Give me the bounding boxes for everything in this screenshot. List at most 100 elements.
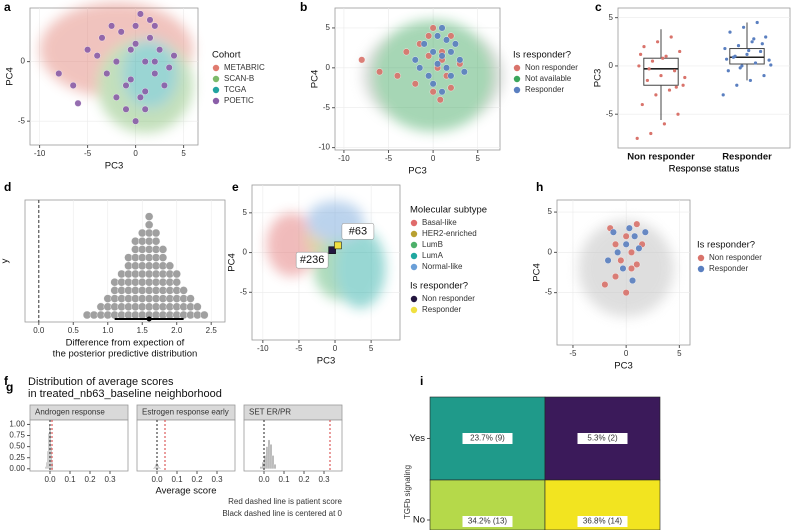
- point: [738, 66, 742, 70]
- point: [664, 54, 668, 58]
- point: [98, 34, 106, 42]
- x-tick-label: -10: [338, 154, 350, 163]
- point: [429, 24, 437, 32]
- point: [425, 52, 433, 60]
- dot: [151, 228, 161, 238]
- point: [726, 69, 730, 73]
- legend-key: [410, 241, 418, 249]
- legend-key: [410, 263, 418, 271]
- point: [601, 281, 609, 289]
- dot: [158, 253, 168, 262]
- y-tick-label: 0: [609, 61, 614, 70]
- point: [662, 122, 667, 126]
- legend-label: METABRIC: [224, 63, 265, 72]
- dot: [151, 236, 161, 246]
- note: Black dashed line is centered at 0: [222, 509, 342, 518]
- histogram-bar: [269, 444, 273, 469]
- legend-title: Cohort: [212, 50, 241, 61]
- histogram-bar: [267, 439, 271, 469]
- legend-label: Responder: [709, 264, 748, 273]
- x-tick-label: 0.0: [258, 475, 270, 484]
- dot: [186, 294, 195, 303]
- legend-label: Not available: [525, 74, 572, 83]
- point: [136, 10, 144, 18]
- legend-key: [212, 86, 220, 94]
- legend-label: Non responder: [709, 253, 762, 262]
- point: [614, 248, 622, 256]
- panel-label: g: [6, 380, 13, 394]
- y-tick-label: 0.75: [9, 431, 25, 440]
- point: [645, 78, 650, 83]
- dot: [200, 310, 209, 320]
- point: [146, 16, 154, 24]
- point: [639, 52, 643, 56]
- point: [136, 93, 144, 101]
- legend-label: LumB: [422, 240, 443, 249]
- point: [764, 35, 768, 39]
- point: [640, 102, 644, 107]
- legend-key: [513, 64, 521, 72]
- point: [629, 277, 637, 285]
- point: [617, 256, 625, 264]
- point: [609, 228, 617, 236]
- point-clouds: [361, 19, 505, 132]
- histogram-bar: [46, 450, 49, 469]
- x-tick-label: 5: [677, 349, 682, 358]
- x-tick-label: -10: [257, 344, 269, 353]
- x-tick-label: Non responder: [627, 152, 695, 163]
- annotation-box: [295, 251, 329, 269]
- y-axis-label: PC3: [593, 69, 604, 87]
- point: [622, 232, 630, 240]
- box: [643, 57, 679, 86]
- x-tick-label: 0: [333, 344, 338, 353]
- panel-label: b: [300, 0, 307, 14]
- point: [425, 32, 433, 40]
- point: [141, 58, 149, 66]
- y-tick-label: 0.25: [9, 453, 25, 462]
- point: [55, 70, 63, 78]
- x-tick-label: 0.2: [191, 475, 203, 484]
- box: [729, 48, 765, 65]
- strip-label: Androgen response: [35, 408, 105, 417]
- point: [612, 240, 620, 248]
- x-tick-label: 5: [181, 149, 186, 158]
- point: [429, 80, 437, 88]
- cell-label-box: [577, 516, 628, 527]
- point: [673, 69, 677, 73]
- y-axis-label: TGFb signaling: [403, 465, 412, 519]
- point: [733, 54, 737, 58]
- point: [112, 58, 120, 66]
- point: [447, 84, 455, 92]
- legend-label: HER2-enriched: [422, 229, 477, 238]
- x-tick-label: Responder: [722, 152, 772, 163]
- cell-label: 34.2% (13): [468, 517, 507, 526]
- point: [456, 56, 464, 64]
- point: [127, 75, 135, 83]
- x-tick-label: -5: [385, 154, 393, 163]
- point: [447, 32, 455, 40]
- y-axis-label: PC4: [532, 263, 543, 281]
- x-tick-label: 0.0: [151, 475, 163, 484]
- x-tick-label: 0.1: [64, 475, 76, 484]
- cell-label: 23.7% (9): [470, 434, 505, 443]
- legend-key: [697, 265, 705, 273]
- legend-key: [697, 254, 705, 262]
- chart-title: Distribution of average scores: [28, 376, 174, 388]
- legend-key: [410, 252, 418, 260]
- y-tick-label: 0.00: [9, 464, 25, 473]
- legend-key: [410, 295, 418, 303]
- panel-label: a: [4, 0, 11, 14]
- y-tick-label: -5: [240, 287, 248, 296]
- point: [170, 52, 178, 60]
- point: [132, 22, 140, 30]
- x-axis-label: Response status: [669, 164, 740, 175]
- legend-label: Non responder: [525, 63, 578, 72]
- point: [434, 32, 442, 40]
- y-tick-label: 5: [548, 207, 553, 216]
- histogram-bar: [159, 467, 162, 469]
- x-tick-label: -5: [84, 149, 92, 158]
- point: [637, 64, 641, 68]
- cloud: [335, 228, 386, 309]
- histogram-bar: [47, 433, 50, 469]
- y-tick-label: 0: [21, 57, 26, 66]
